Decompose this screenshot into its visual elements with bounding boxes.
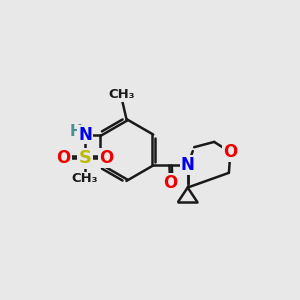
Text: H: H <box>69 124 82 139</box>
Text: O: O <box>99 149 113 167</box>
Text: CH₃: CH₃ <box>72 172 98 185</box>
Text: N: N <box>78 125 92 143</box>
Text: CH₃: CH₃ <box>109 88 135 101</box>
Text: N: N <box>181 157 195 175</box>
Text: O: O <box>57 149 71 167</box>
Text: S: S <box>78 149 92 167</box>
Text: O: O <box>163 174 177 192</box>
Text: O: O <box>223 143 238 161</box>
